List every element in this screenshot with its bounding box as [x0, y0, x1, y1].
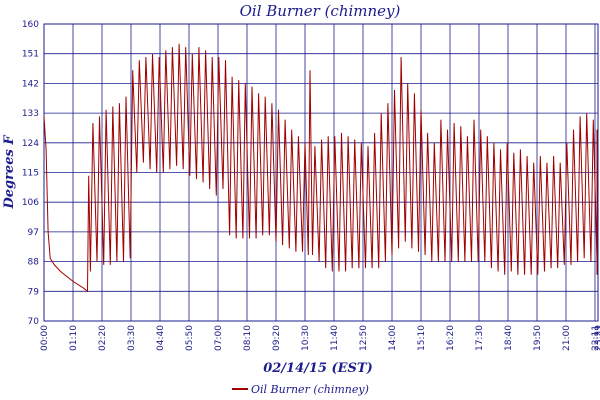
y-tick-label: 106	[22, 198, 39, 208]
x-axis-label: 02/14/15 (EST)	[263, 361, 373, 376]
x-tick-label: 07:00	[214, 325, 224, 351]
x-tick-label: 03:30	[127, 325, 137, 351]
legend-label: Oil Burner (chimney)	[251, 383, 369, 396]
x-tick-label: 22:11	[591, 325, 600, 351]
y-tick-label: 124	[22, 139, 39, 149]
x-tick-label: 12:50	[359, 325, 369, 351]
x-tick-label: 09:20	[272, 325, 282, 351]
chart-title: Oil Burner (chimney)	[240, 2, 401, 20]
y-tick-label: 97	[28, 228, 39, 238]
x-tick-label: 21:00	[562, 325, 572, 351]
series-line	[43, 43, 598, 293]
legend: Oil Burner (chimney)	[232, 383, 369, 396]
x-tick-label: 23:21	[594, 325, 600, 351]
x-tick-label: 23:59	[594, 325, 600, 351]
y-tick-label: 160	[22, 20, 39, 30]
y-axis-ticks: 160 151 142 133 124 115 106 97 88 79 70	[22, 20, 39, 327]
y-tick-label: 70	[28, 317, 40, 327]
x-tick-label: 00:00	[40, 325, 50, 351]
x-tick-label: 14:00	[388, 325, 398, 351]
x-tick-label: 11:40	[330, 325, 340, 351]
plot-frame	[43, 23, 599, 322]
y-axis-label: Degrees F	[2, 135, 17, 210]
y-tick-label: 133	[22, 109, 39, 119]
y-tick-label: 88	[28, 258, 40, 268]
y-tick-label: 115	[22, 169, 39, 179]
y-tick-label: 151	[22, 50, 39, 60]
y-tick-label: 79	[28, 287, 40, 297]
x-tick-label: 08:10	[243, 325, 253, 351]
x-tick-label: 19:50	[533, 325, 543, 351]
x-tick-label: 05:50	[185, 325, 195, 351]
series-group	[43, 43, 598, 293]
x-tick-label: 18:40	[504, 325, 514, 351]
x-tick-label: 17:30	[475, 325, 485, 351]
x-tick-label: 16:20	[446, 325, 456, 351]
x-tick-label: 15:10	[417, 325, 427, 351]
x-axis-ticks: 00:00 01:10 02:20 03:30 04:40 05:50 07:00 08:10…	[40, 325, 600, 351]
y-tick-label: 142	[22, 79, 39, 89]
x-tick-label: 02:20	[98, 325, 108, 351]
x-tick-label: 10:30	[301, 325, 311, 351]
x-tick-label: 04:40	[156, 325, 166, 351]
x-tick-label: 01:10	[69, 325, 79, 351]
